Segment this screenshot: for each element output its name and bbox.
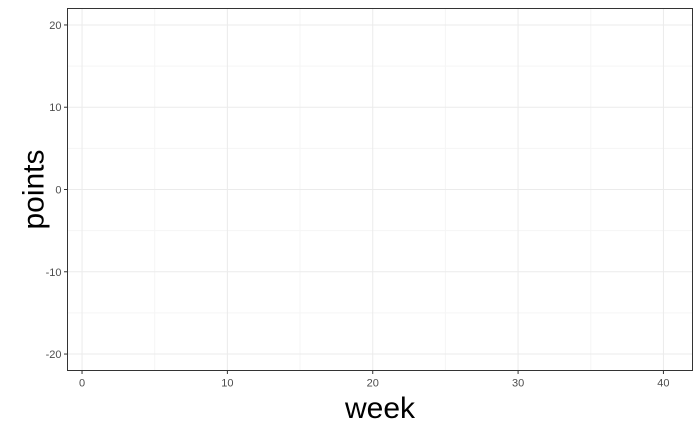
y-tick-label: 20 [49, 20, 61, 32]
y-tick-label: 10 [49, 102, 61, 114]
x-tick-label: 30 [512, 378, 524, 390]
y-axis-title: points [18, 149, 51, 229]
x-axis-title: week [344, 392, 416, 425]
x-tick-label: 10 [221, 378, 233, 390]
y-tick-label: -20 [46, 349, 62, 361]
y-tick-label: 0 [55, 185, 61, 197]
y-tick-label: -10 [46, 267, 62, 279]
x-tick-label: 0 [79, 378, 85, 390]
x-axis: 0 10 20 30 40 [79, 370, 670, 390]
y-axis: -20 -10 0 10 20 [46, 20, 68, 361]
minor-gridlines [67, 8, 693, 371]
major-gridlines [67, 8, 693, 371]
x-tick-label: 40 [657, 378, 669, 390]
x-tick-label: 20 [367, 378, 379, 390]
